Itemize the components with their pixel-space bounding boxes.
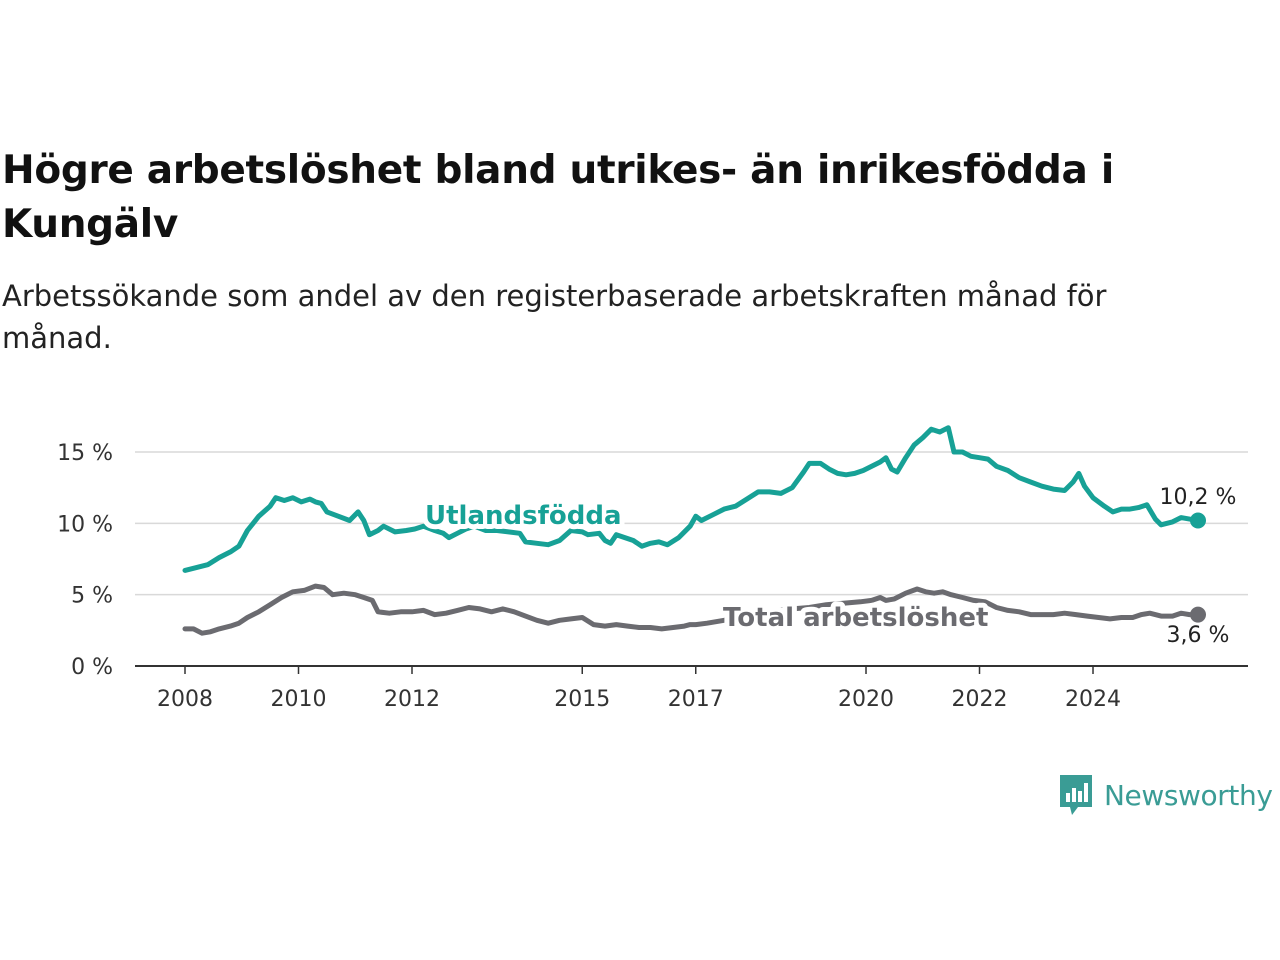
x-tick-label: 2017 xyxy=(668,687,724,712)
series-end-point xyxy=(1190,512,1206,529)
y-tick-label: 10 % xyxy=(57,512,113,537)
y-tick-label: 15 % xyxy=(57,441,113,466)
series-label-total: Total arbetslöshet xyxy=(723,603,988,633)
y-tick-label: 5 % xyxy=(71,584,113,609)
x-tick-label: 2010 xyxy=(271,687,327,712)
end-value-total: 3,6 % xyxy=(1167,623,1230,648)
brand-name: Newsworthy xyxy=(1104,778,1273,812)
x-tick-label: 2008 xyxy=(157,687,213,712)
series-lines xyxy=(182,425,1206,636)
line-chart: 0 %5 %10 %15 % 2008 2010 2012 2015 2017 2020 2… xyxy=(57,425,1248,712)
series-labels: Utlandsfödda Total arbetslöshet 10,2 % 3,6 … xyxy=(420,485,1237,648)
series-end-point xyxy=(1190,606,1206,623)
chart-title: Högre arbetslöshet bland utrikes- än inr… xyxy=(2,148,1114,247)
x-tick-label: 2015 xyxy=(554,687,610,712)
series-line-utlandsfodda xyxy=(182,425,1201,573)
chart-subtitle: Arbetssökande som andel av den registerb… xyxy=(2,279,1107,355)
x-tick-label: 2020 xyxy=(838,687,894,712)
x-tick-label: 2024 xyxy=(1065,687,1121,712)
newsworthy-logo: Newsworthy xyxy=(1058,772,1273,818)
end-value-utlandsfodda: 10,2 % xyxy=(1160,485,1237,510)
y-tick-label: 0 % xyxy=(71,655,113,680)
series-label-utlandsfodda: Utlandsfödda xyxy=(425,501,622,531)
series-line-total xyxy=(182,583,1201,636)
x-tick-label: 2012 xyxy=(384,687,440,712)
x-axis: 2008 2010 2012 2015 2017 2020 2022 2024 xyxy=(135,665,1248,712)
y-axis: 0 % 5 % 10 % 15 % xyxy=(57,441,113,680)
x-tick-label: 2022 xyxy=(952,687,1008,712)
newsworthy-logo-icon xyxy=(1060,775,1092,815)
